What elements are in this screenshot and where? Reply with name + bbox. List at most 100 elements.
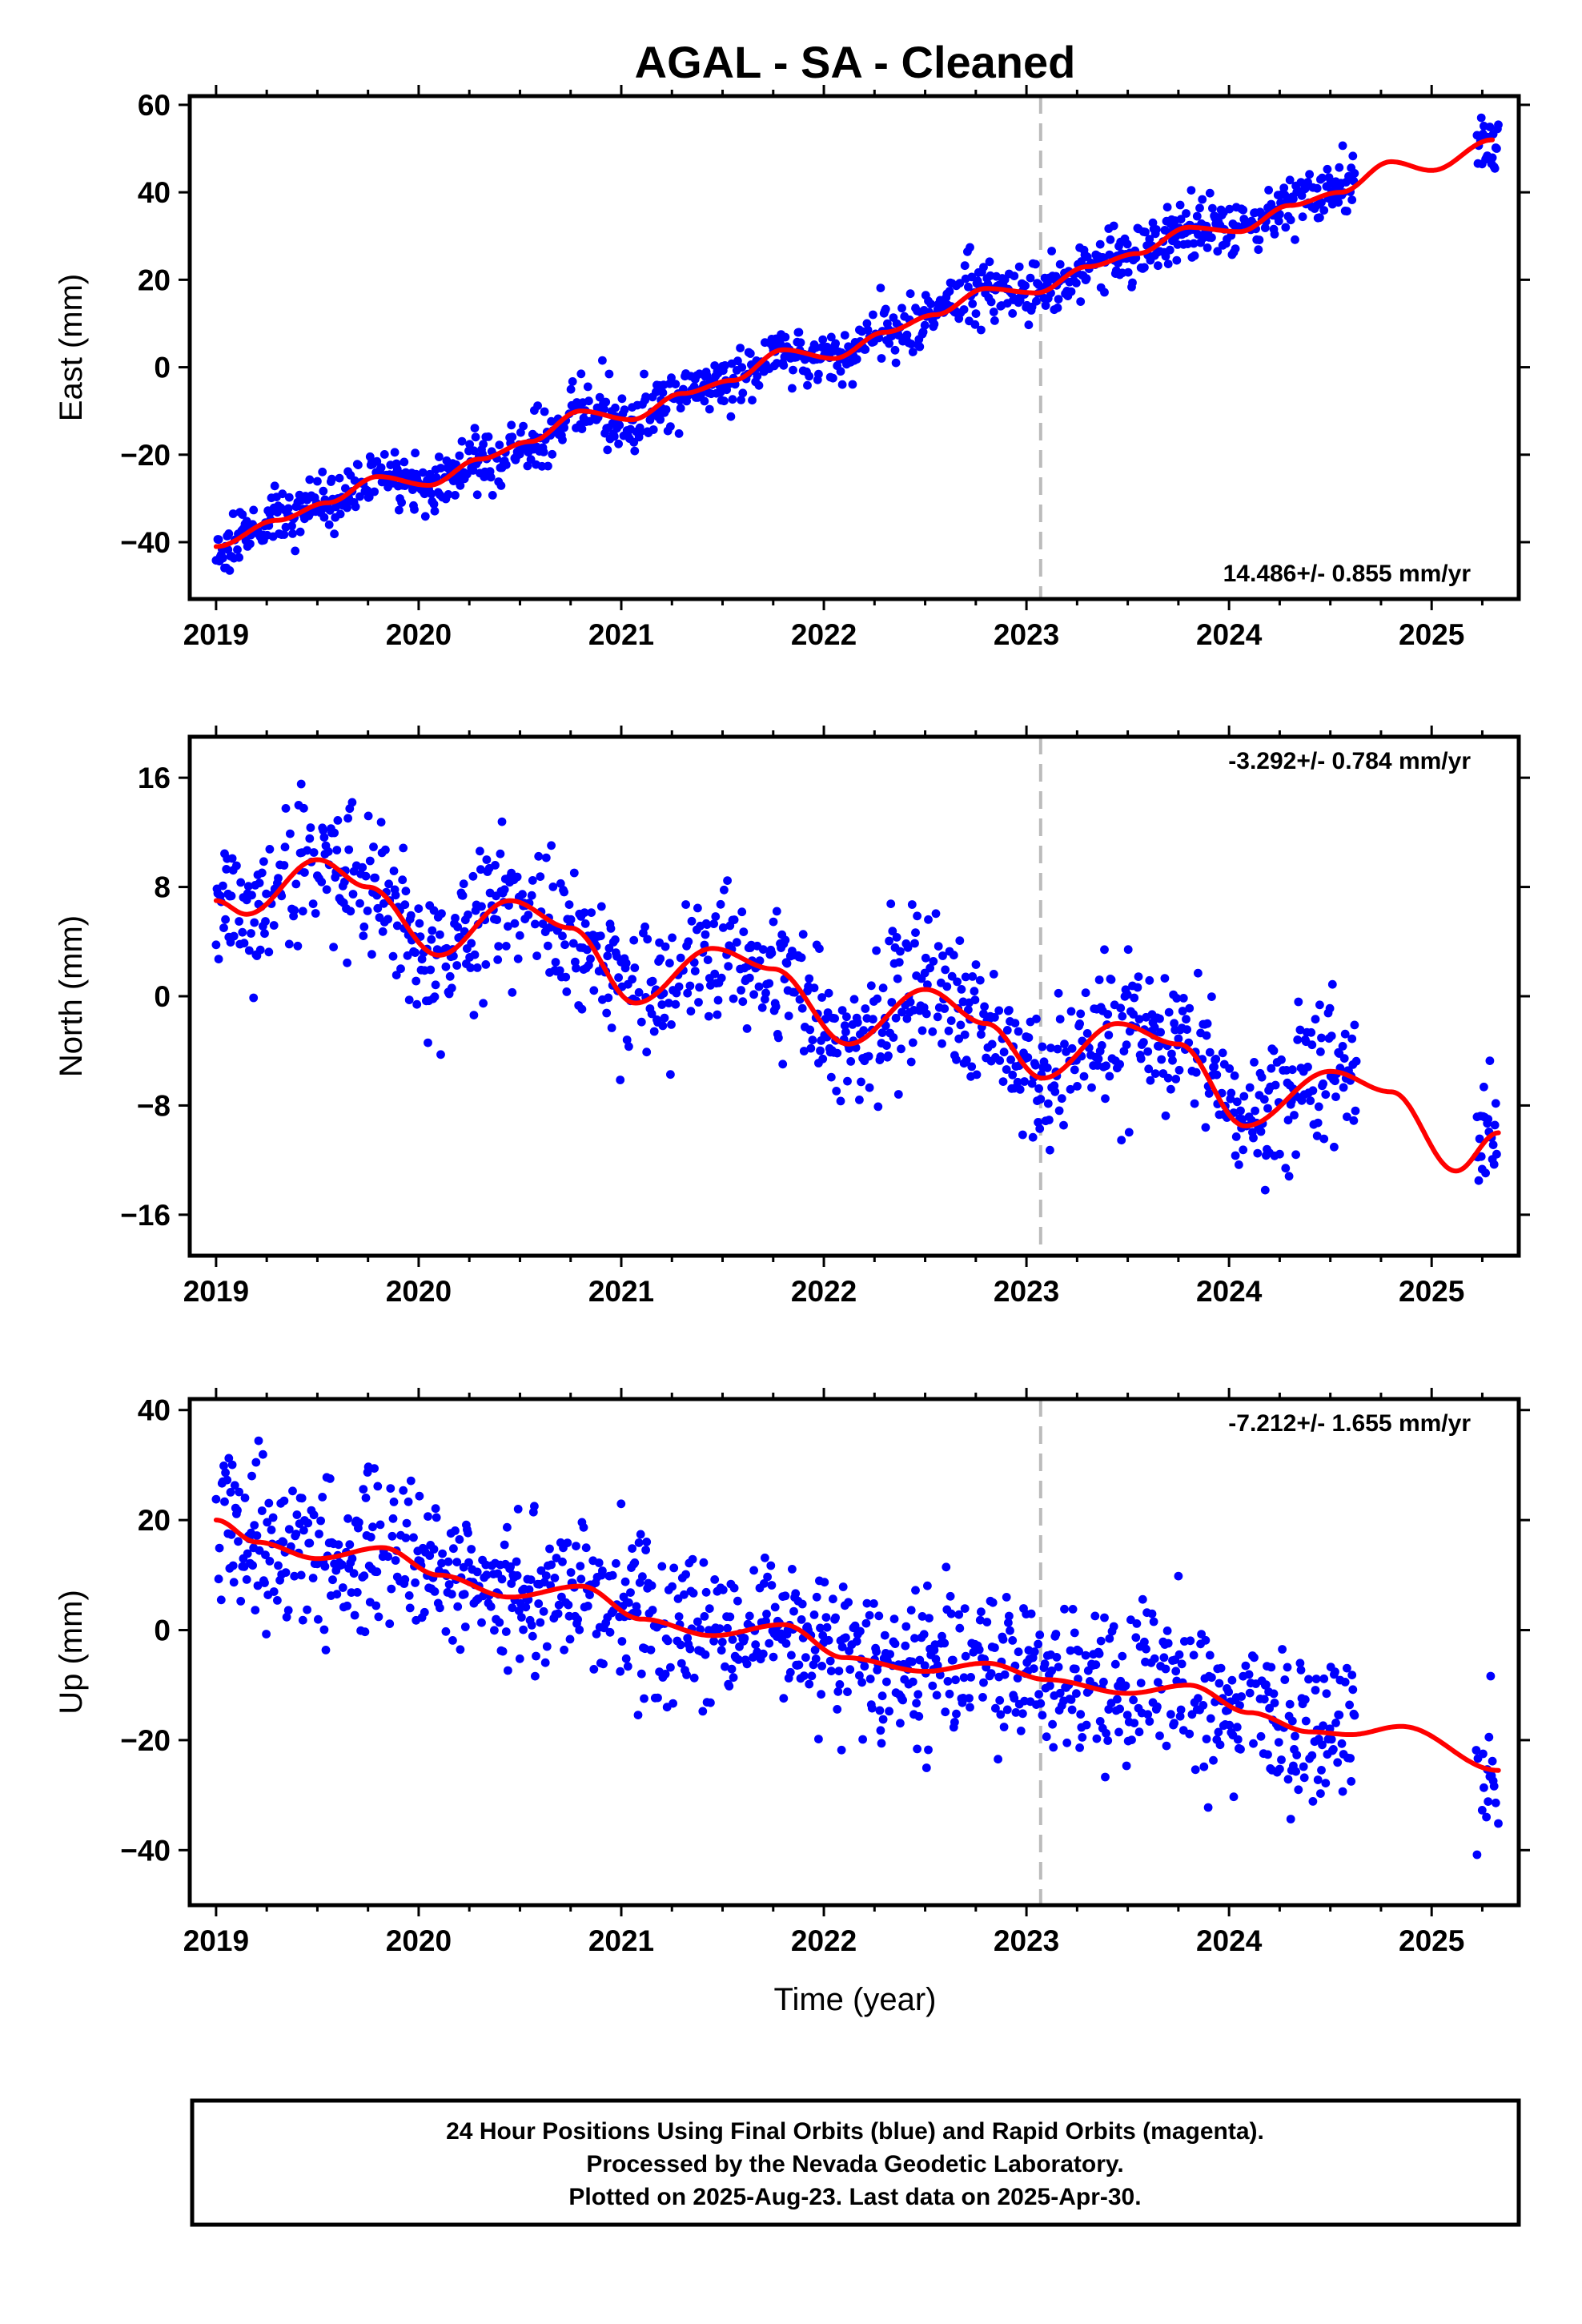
data-point bbox=[1194, 968, 1203, 978]
model-curve bbox=[213, 137, 1496, 549]
data-point bbox=[689, 1673, 699, 1683]
data-point bbox=[624, 1598, 633, 1607]
data-point bbox=[1185, 1729, 1195, 1739]
data-point bbox=[1295, 1025, 1305, 1035]
data-point bbox=[913, 1744, 921, 1754]
data-point bbox=[926, 963, 934, 973]
data-point bbox=[1066, 287, 1076, 296]
data-point bbox=[751, 1640, 761, 1650]
data-point bbox=[628, 975, 636, 984]
data-point bbox=[1116, 1003, 1126, 1013]
data-point bbox=[1099, 1677, 1108, 1687]
data-point bbox=[412, 999, 422, 1009]
data-point bbox=[1256, 1731, 1266, 1741]
data-point bbox=[566, 384, 576, 394]
y-tick-label: 16 bbox=[138, 762, 171, 794]
data-point bbox=[472, 963, 482, 972]
data-point bbox=[284, 1525, 294, 1534]
data-point bbox=[641, 1546, 650, 1554]
data-point bbox=[1010, 1019, 1020, 1027]
data-point bbox=[1005, 1006, 1014, 1015]
data-point bbox=[908, 1677, 917, 1687]
data-point bbox=[1331, 1667, 1339, 1677]
data-point bbox=[235, 553, 243, 562]
data-point bbox=[425, 469, 435, 479]
data-point bbox=[687, 916, 697, 926]
data-point bbox=[374, 1612, 383, 1622]
data-point bbox=[257, 868, 267, 878]
data-point bbox=[350, 1610, 359, 1620]
data-point bbox=[497, 817, 507, 826]
data-point bbox=[658, 1021, 668, 1031]
data-point bbox=[1143, 1047, 1153, 1056]
data-point bbox=[1277, 1755, 1286, 1764]
data-point bbox=[952, 1055, 961, 1064]
data-point bbox=[1280, 1675, 1290, 1684]
data-point bbox=[1013, 1077, 1022, 1087]
data-point bbox=[1136, 1054, 1146, 1063]
rate-label: -3.292+/- 0.784 mm/yr bbox=[1228, 748, 1471, 774]
data-point bbox=[1484, 1797, 1493, 1807]
data-point bbox=[1066, 1646, 1075, 1655]
data-point bbox=[1032, 296, 1041, 306]
data-point bbox=[361, 871, 371, 881]
data-point bbox=[1218, 1048, 1227, 1058]
data-point bbox=[629, 935, 639, 945]
data-point bbox=[1489, 1160, 1499, 1169]
data-point bbox=[1167, 1049, 1176, 1059]
data-point bbox=[261, 1550, 270, 1559]
data-point bbox=[594, 1558, 604, 1567]
data-point bbox=[990, 316, 999, 325]
data-point bbox=[1182, 209, 1191, 218]
data-point bbox=[1015, 1085, 1025, 1094]
data-point bbox=[814, 1735, 823, 1744]
data-point bbox=[293, 941, 303, 951]
x-tick-label: 2023 bbox=[994, 1275, 1059, 1308]
data-point bbox=[425, 1551, 435, 1560]
data-point bbox=[1134, 972, 1143, 981]
data-point bbox=[815, 944, 824, 953]
data-point bbox=[1142, 1644, 1150, 1654]
data-point bbox=[252, 1531, 262, 1540]
data-point bbox=[318, 1493, 327, 1502]
data-point bbox=[960, 1604, 970, 1613]
data-point bbox=[1287, 1716, 1297, 1726]
data-point bbox=[1494, 120, 1503, 130]
data-point bbox=[1100, 287, 1109, 297]
data-point bbox=[328, 1575, 337, 1585]
data-point bbox=[1189, 239, 1199, 248]
data-point bbox=[849, 995, 859, 1004]
data-point bbox=[1195, 203, 1204, 213]
data-point bbox=[233, 1506, 242, 1515]
data-point bbox=[360, 1627, 370, 1637]
data-point bbox=[551, 958, 560, 967]
data-point bbox=[319, 826, 328, 835]
data-point bbox=[1031, 259, 1040, 269]
data-point bbox=[508, 987, 517, 997]
data-point bbox=[1203, 1803, 1213, 1812]
data-point bbox=[316, 1516, 325, 1526]
x-tick-label: 2024 bbox=[1196, 1275, 1263, 1308]
data-point bbox=[1249, 1739, 1258, 1748]
data-point bbox=[841, 1027, 850, 1036]
data-point bbox=[952, 1709, 961, 1719]
data-point bbox=[726, 412, 736, 421]
data-point bbox=[749, 990, 758, 999]
data-point bbox=[1018, 1130, 1027, 1140]
data-point bbox=[1042, 1732, 1051, 1742]
x-tick-label: 2022 bbox=[791, 618, 857, 651]
data-point bbox=[838, 1582, 848, 1591]
data-point bbox=[1124, 1128, 1134, 1137]
data-point bbox=[1036, 1699, 1046, 1708]
data-point bbox=[1351, 1106, 1360, 1116]
data-point bbox=[575, 1625, 584, 1634]
data-point bbox=[589, 1665, 599, 1674]
data-point bbox=[274, 874, 283, 883]
data-point bbox=[1281, 223, 1291, 232]
data-point bbox=[700, 396, 709, 406]
data-point bbox=[397, 498, 406, 507]
data-point bbox=[358, 862, 367, 872]
data-point bbox=[259, 857, 268, 866]
data-point bbox=[889, 1614, 899, 1623]
data-point bbox=[1164, 1007, 1174, 1017]
